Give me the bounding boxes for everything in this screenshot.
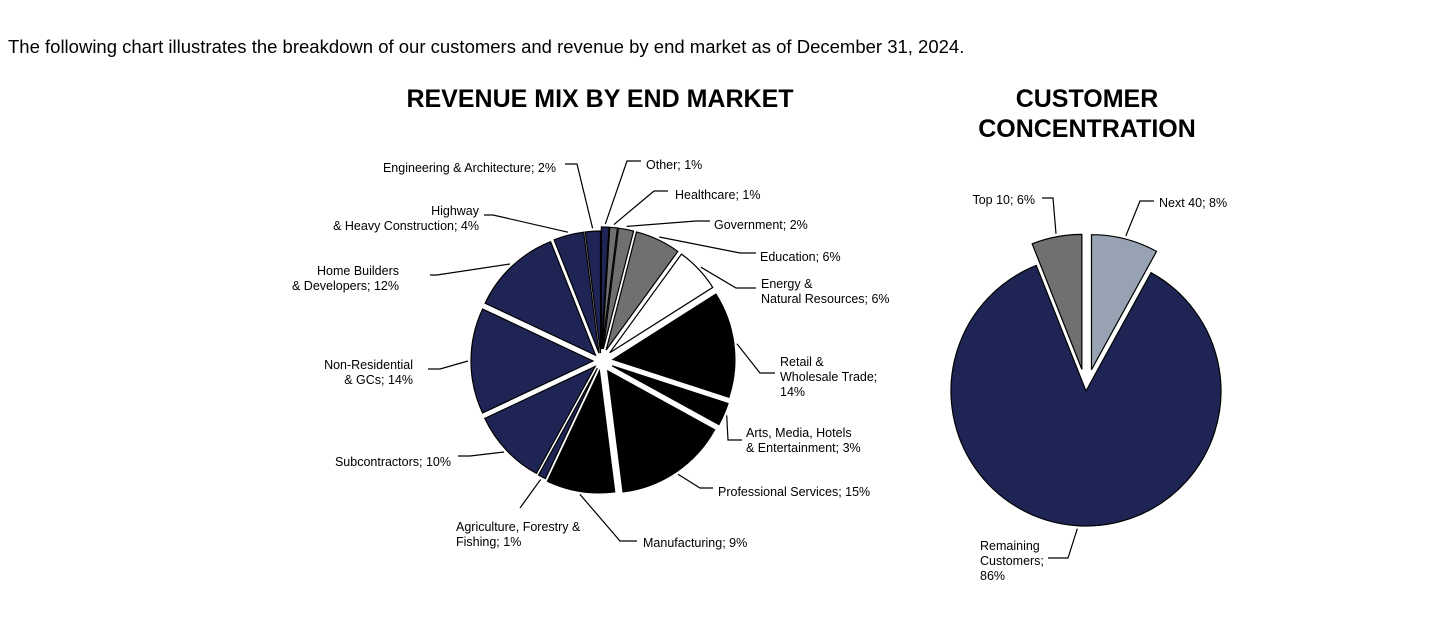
- leader-line-highway-and-heavy-construction: [484, 214, 569, 233]
- data-label-other: Other; 1%: [646, 158, 702, 172]
- data-label-energy-and-natural-resources-line-2: Natural Resources; 6%: [761, 292, 890, 306]
- data-label-education: Education; 6%: [760, 250, 841, 264]
- pie-slice-manufacturing: [546, 368, 616, 494]
- leader-line-manufacturing: [579, 493, 637, 542]
- pie-slice-agriculture-forestry-and-fishing: [537, 367, 598, 480]
- pie-slice-engineering-and-architecture: [584, 230, 602, 354]
- pie-slice-other: [600, 226, 610, 350]
- revenue-mix-pie: Other; 1% Healthcare; 1% Government; 2% Edu…: [292, 158, 890, 550]
- data-label-next-40: Next 40; 8%: [1159, 196, 1227, 210]
- data-label-arts-media-hotels-and-entertainment-line-1: Arts, Media, Hotels: [746, 426, 852, 440]
- pie-slice-non-residential-and-gcs: [470, 308, 595, 414]
- leader-line-top-10: [1042, 197, 1057, 234]
- pie-slice-remaining-customers: [950, 264, 1222, 527]
- leader-line-agriculture-forestry-and-fishing: [519, 479, 542, 509]
- revenue-chart-title: REVENUE MIX BY END MARKET: [406, 85, 793, 113]
- leader-line-education: [659, 236, 756, 254]
- data-label-healthcare: Healthcare; 1%: [675, 188, 760, 202]
- intro-text: The following chart illustrates the brea…: [8, 36, 965, 57]
- pie-slice-top-10: [1031, 233, 1083, 370]
- data-label-agriculture-forestry-and-fishing-line-1: Agriculture, Forestry &: [456, 520, 581, 534]
- pie-slice-professional-services: [607, 369, 716, 493]
- leader-line-subcontractors: [458, 451, 505, 457]
- leader-line-non-residential-and-gcs: [428, 360, 469, 370]
- data-label-retail-and-wholesale-trade-line-1: Retail &: [780, 355, 824, 369]
- leader-line-engineering-and-architecture: [565, 163, 594, 229]
- data-label-agriculture-forestry-and-fishing-line-2: Fishing; 1%: [456, 535, 521, 549]
- data-label-arts-media-hotels-and-entertainment-line-2: & Entertainment; 3%: [746, 441, 861, 455]
- data-label-subcontractors: Subcontractors; 10%: [335, 455, 451, 469]
- leader-line-healthcare: [613, 190, 668, 226]
- data-label-highway-and-heavy-construction-line-2: & Heavy Construction; 4%: [333, 219, 479, 233]
- leader-line-home-builders-and-developers: [430, 263, 511, 276]
- data-label-remaining-customers-line-2: Customers;: [980, 554, 1044, 568]
- data-label-professional-services: Professional Services; 15%: [718, 485, 870, 499]
- data-label-top-10: Top 10; 6%: [972, 193, 1035, 207]
- data-label-government: Government; 2%: [714, 218, 808, 232]
- pie-slice-government: [602, 227, 635, 350]
- leader-line-energy-and-natural-resources: [700, 266, 756, 289]
- pie-slice-subcontractors: [483, 365, 597, 475]
- data-label-manufacturing: Manufacturing; 9%: [643, 536, 747, 550]
- pie-slice-education: [605, 231, 679, 351]
- leader-line-retail-and-wholesale-trade: [736, 343, 775, 374]
- leader-line-arts-media-hotels-and-entertainment: [726, 415, 742, 441]
- data-label-retail-and-wholesale-trade-line-3: 14%: [780, 385, 805, 399]
- data-label-remaining-customers-line-3: 86%: [980, 569, 1005, 583]
- pie-slice-home-builders-and-developers: [484, 240, 597, 357]
- data-label-non-residential-and-gcs-line-1: Non-Residential: [324, 358, 413, 372]
- pie-slice-highway-and-heavy-construction: [553, 231, 600, 354]
- pie-slice-energy-and-natural-resources: [609, 253, 714, 354]
- leader-line-professional-services: [677, 473, 713, 489]
- pie-slice-arts-media-hotels-and-entertainment: [611, 365, 729, 426]
- data-label-home-builders-and-developers-line-1: Home Builders: [317, 264, 399, 278]
- leader-line-other: [604, 160, 641, 225]
- data-label-energy-and-natural-resources-line-1: Energy &: [761, 277, 813, 291]
- leader-line-next-40: [1125, 200, 1154, 237]
- pie-slice-next-40: [1090, 234, 1158, 370]
- customer-chart-title-line-1: CUSTOMER: [1016, 85, 1159, 113]
- data-label-retail-and-wholesale-trade-line-2: Wholesale Trade;: [780, 370, 877, 384]
- customer-chart-title-line-2: CONCENTRATION: [978, 115, 1196, 143]
- data-label-home-builders-and-developers-line-2: & Developers; 12%: [292, 279, 399, 293]
- data-label-remaining-customers-line-1: Remaining: [980, 539, 1040, 553]
- data-label-highway-and-heavy-construction-line-1: Highway: [431, 204, 480, 218]
- data-label-non-residential-and-gcs-line-2: & GCs; 14%: [344, 373, 413, 387]
- pie-slice-healthcare: [601, 226, 619, 350]
- leader-line-government: [626, 220, 710, 227]
- pie-slice-retail-and-wholesale-trade: [611, 293, 736, 398]
- leader-line-remaining-customers: [1048, 528, 1078, 559]
- data-label-engineering-and-architecture: Engineering & Architecture; 2%: [383, 161, 556, 175]
